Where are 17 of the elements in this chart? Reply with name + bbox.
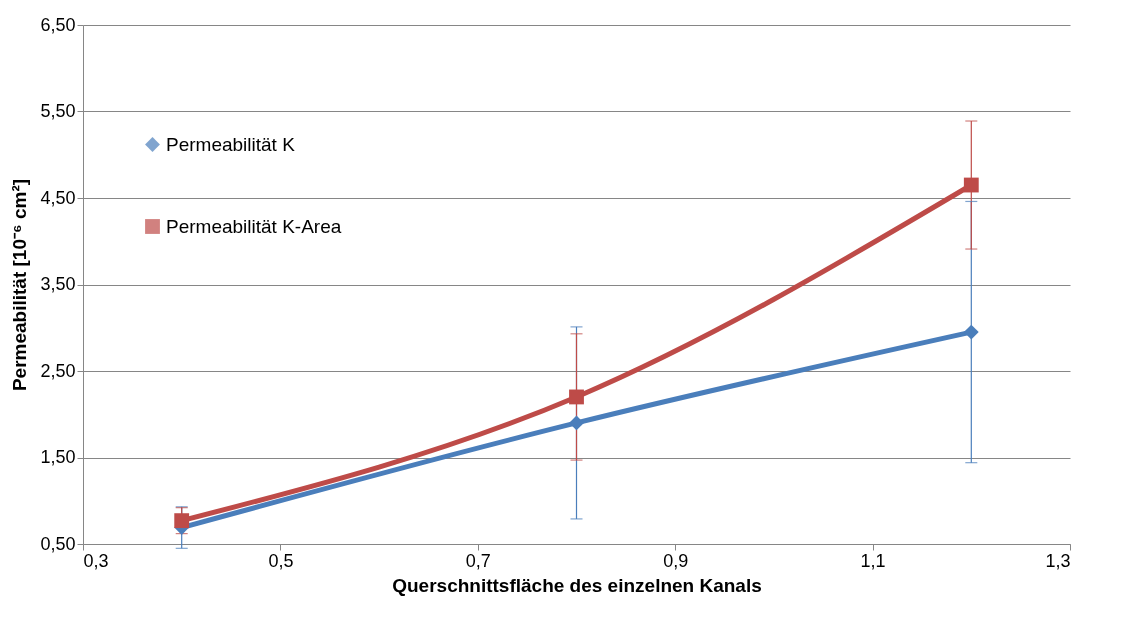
y-tick-label: 0,50: [40, 533, 76, 554]
y-tick-label: 5,50: [40, 101, 76, 121]
y-tick-label: 2,50: [40, 360, 76, 381]
x-tick-label: 1,3: [1045, 550, 1071, 571]
y-tick-label: 4,50: [40, 187, 76, 208]
x-tick-label: 1,1: [860, 550, 886, 571]
y-tick-label: 3,50: [40, 274, 76, 294]
x-tick-label: 0,5: [268, 550, 294, 571]
x-axis-title: Querschnittsfläche des einzelnen Kanals: [392, 574, 762, 596]
x-tick-label: 0,3: [83, 550, 109, 571]
legend-label: Permeabilität K: [166, 133, 296, 155]
y-tick-label: 6,50: [40, 14, 76, 35]
legend-label: Permeabilität K-Area: [166, 215, 342, 237]
x-tick-label: 0,9: [663, 550, 689, 571]
y-axis-title: Permeabilität [10⁻⁶ cm²]: [9, 178, 31, 392]
x-tick-label: 0,7: [465, 550, 491, 571]
y-tick-label: 1,50: [40, 447, 76, 467]
